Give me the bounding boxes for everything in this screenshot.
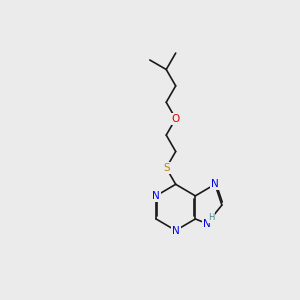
Text: N: N [172, 226, 180, 236]
Text: O: O [172, 114, 180, 124]
Text: N: N [203, 219, 211, 229]
Text: N: N [211, 179, 219, 189]
Text: S: S [163, 163, 169, 173]
Text: H: H [208, 213, 214, 222]
Text: N: N [152, 191, 160, 201]
